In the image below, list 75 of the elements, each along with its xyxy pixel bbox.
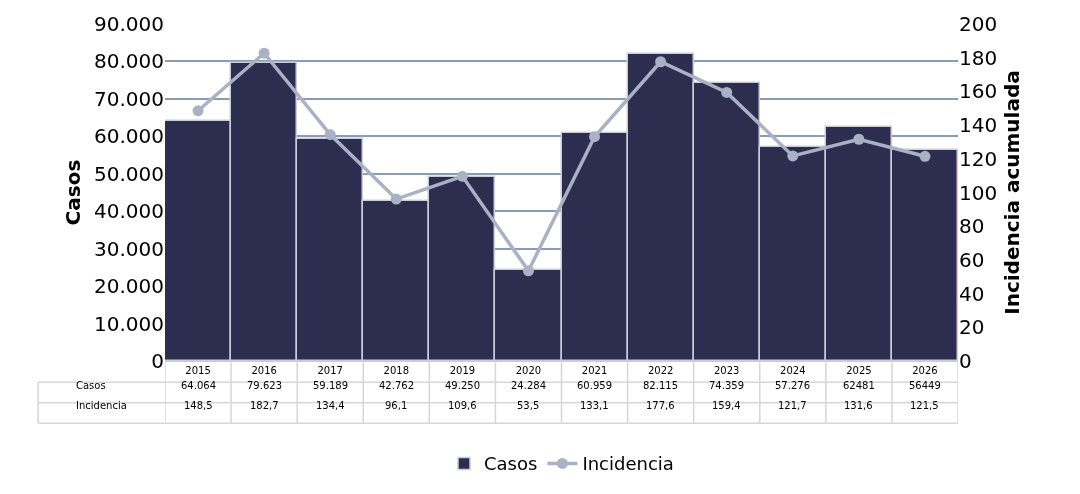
point: [456, 170, 468, 182]
point: [853, 133, 865, 145]
point: [324, 129, 336, 141]
point: [522, 265, 534, 277]
data-label: 53,5: [517, 400, 540, 411]
data-label: 121,5: [910, 400, 939, 411]
point: [192, 105, 204, 117]
point: [919, 150, 931, 162]
data-label: 148,5: [184, 400, 213, 411]
text: Casos: [76, 380, 106, 391]
y-axis-title: Casos: [60, 159, 85, 226]
data-label: 96,1: [385, 400, 408, 411]
data-label: 82.115: [643, 380, 678, 391]
y-tick-label: 0: [151, 349, 164, 373]
legend-label: Incidencia: [582, 453, 674, 475]
x-tick-label: 2016: [251, 365, 277, 376]
y-tick-label: 30.000: [94, 236, 164, 261]
data-label: 79.623: [247, 380, 282, 391]
point: [655, 56, 667, 68]
y-tick-label: 40.000: [94, 199, 164, 224]
text: Incidencia: [76, 400, 127, 411]
y-tick-label: 80.000: [94, 49, 164, 74]
y2-tick-label: 140: [959, 113, 998, 138]
point: [390, 193, 402, 205]
y2-tick-label: 40: [959, 281, 985, 306]
x-tick-label: 2020: [515, 365, 542, 376]
x-tick-label: 2017: [317, 365, 343, 376]
point: [721, 86, 733, 98]
point: [258, 47, 270, 59]
data-label: 49.250: [445, 380, 480, 391]
data-label: 42.762: [379, 380, 414, 391]
x-tick-label: 2015: [185, 365, 211, 376]
data-label: 57.276: [775, 380, 810, 391]
x-tick-label: 2018: [383, 365, 410, 376]
point: [589, 131, 601, 143]
y-tick-label: 20.000: [94, 274, 164, 299]
data-label: 134,4: [316, 400, 345, 411]
legend-label: Casos: [484, 453, 538, 475]
y2-tick-label: 160: [959, 79, 998, 104]
data-label: 177,6: [646, 400, 675, 411]
x-tick-label: 2019: [449, 365, 476, 376]
data-label: 24.284: [511, 380, 546, 391]
y-tick-label: 70.000: [94, 86, 164, 111]
data-label: 62481: [843, 380, 875, 391]
y2-tick-label: 80: [959, 214, 985, 239]
y-tick-label: 10.000: [94, 311, 164, 336]
point: [787, 150, 799, 162]
data-label: 182,7: [250, 400, 279, 411]
y2-axis-title: Incidencia acumulada: [999, 70, 1024, 315]
y-tick-label: 90.000: [94, 12, 164, 36]
y2-tick-label: 100: [959, 180, 998, 205]
data-label: 159,4: [712, 400, 741, 411]
x-tick-label: 2021: [581, 365, 608, 376]
x-tick-label: 2024: [780, 365, 806, 376]
x-tick-label: 2023: [713, 365, 740, 376]
data-label: 131,6: [844, 400, 873, 411]
y2-tick-label: 0: [959, 349, 972, 373]
data-label: 59.189: [313, 380, 348, 391]
data-label: 109,6: [448, 400, 477, 411]
y2-tick-label: 200: [959, 12, 998, 36]
data-label: 64.064: [181, 380, 216, 391]
y-tick-label: 60.000: [94, 124, 164, 149]
y2-tick-label: 120: [959, 146, 998, 171]
x-tick-label: 2026: [912, 365, 938, 376]
x-tick-label: 2022: [647, 365, 674, 376]
data-label: 121,7: [778, 400, 807, 411]
data-label: 56449: [909, 380, 941, 391]
data-label: 74.359: [709, 380, 744, 391]
y-tick-label: 50.000: [94, 161, 164, 186]
y2-tick-label: 180: [959, 45, 998, 70]
y2-tick-label: 60: [959, 247, 985, 272]
y2-tick-label: 20: [959, 315, 985, 340]
data-label: 60.959: [577, 380, 612, 391]
x-tick-label: 2025: [846, 365, 872, 376]
data-label: 133,1: [580, 400, 609, 411]
